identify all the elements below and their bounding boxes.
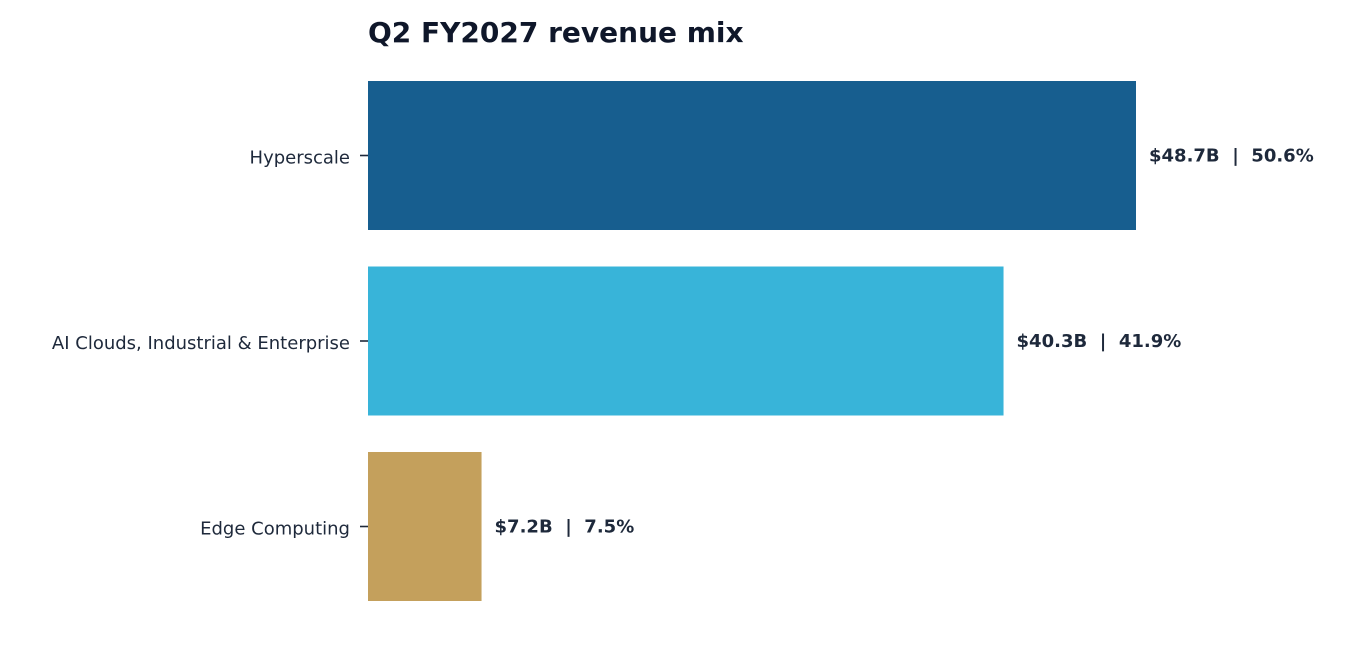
category-label-1: AI Clouds, Industrial & Enterprise <box>52 333 350 354</box>
value-label-0: $48.7B | 50.6% <box>1149 146 1314 167</box>
category-label-2: Edge Computing <box>200 519 350 540</box>
bar-1 <box>368 266 1004 416</box>
bar-0 <box>368 81 1136 230</box>
chart-title: Q2 FY2027 revenue mix <box>368 16 744 49</box>
value-label-2: $7.2B | 7.5% <box>495 517 635 538</box>
category-label-0: Hyperscale <box>250 148 350 169</box>
bar-2 <box>368 452 482 601</box>
value-label-1: $40.3B | 41.9% <box>1017 331 1182 352</box>
bars-layer: Hyperscale $48.7B | 50.6% AI Clouds, Indus… <box>52 81 1314 601</box>
